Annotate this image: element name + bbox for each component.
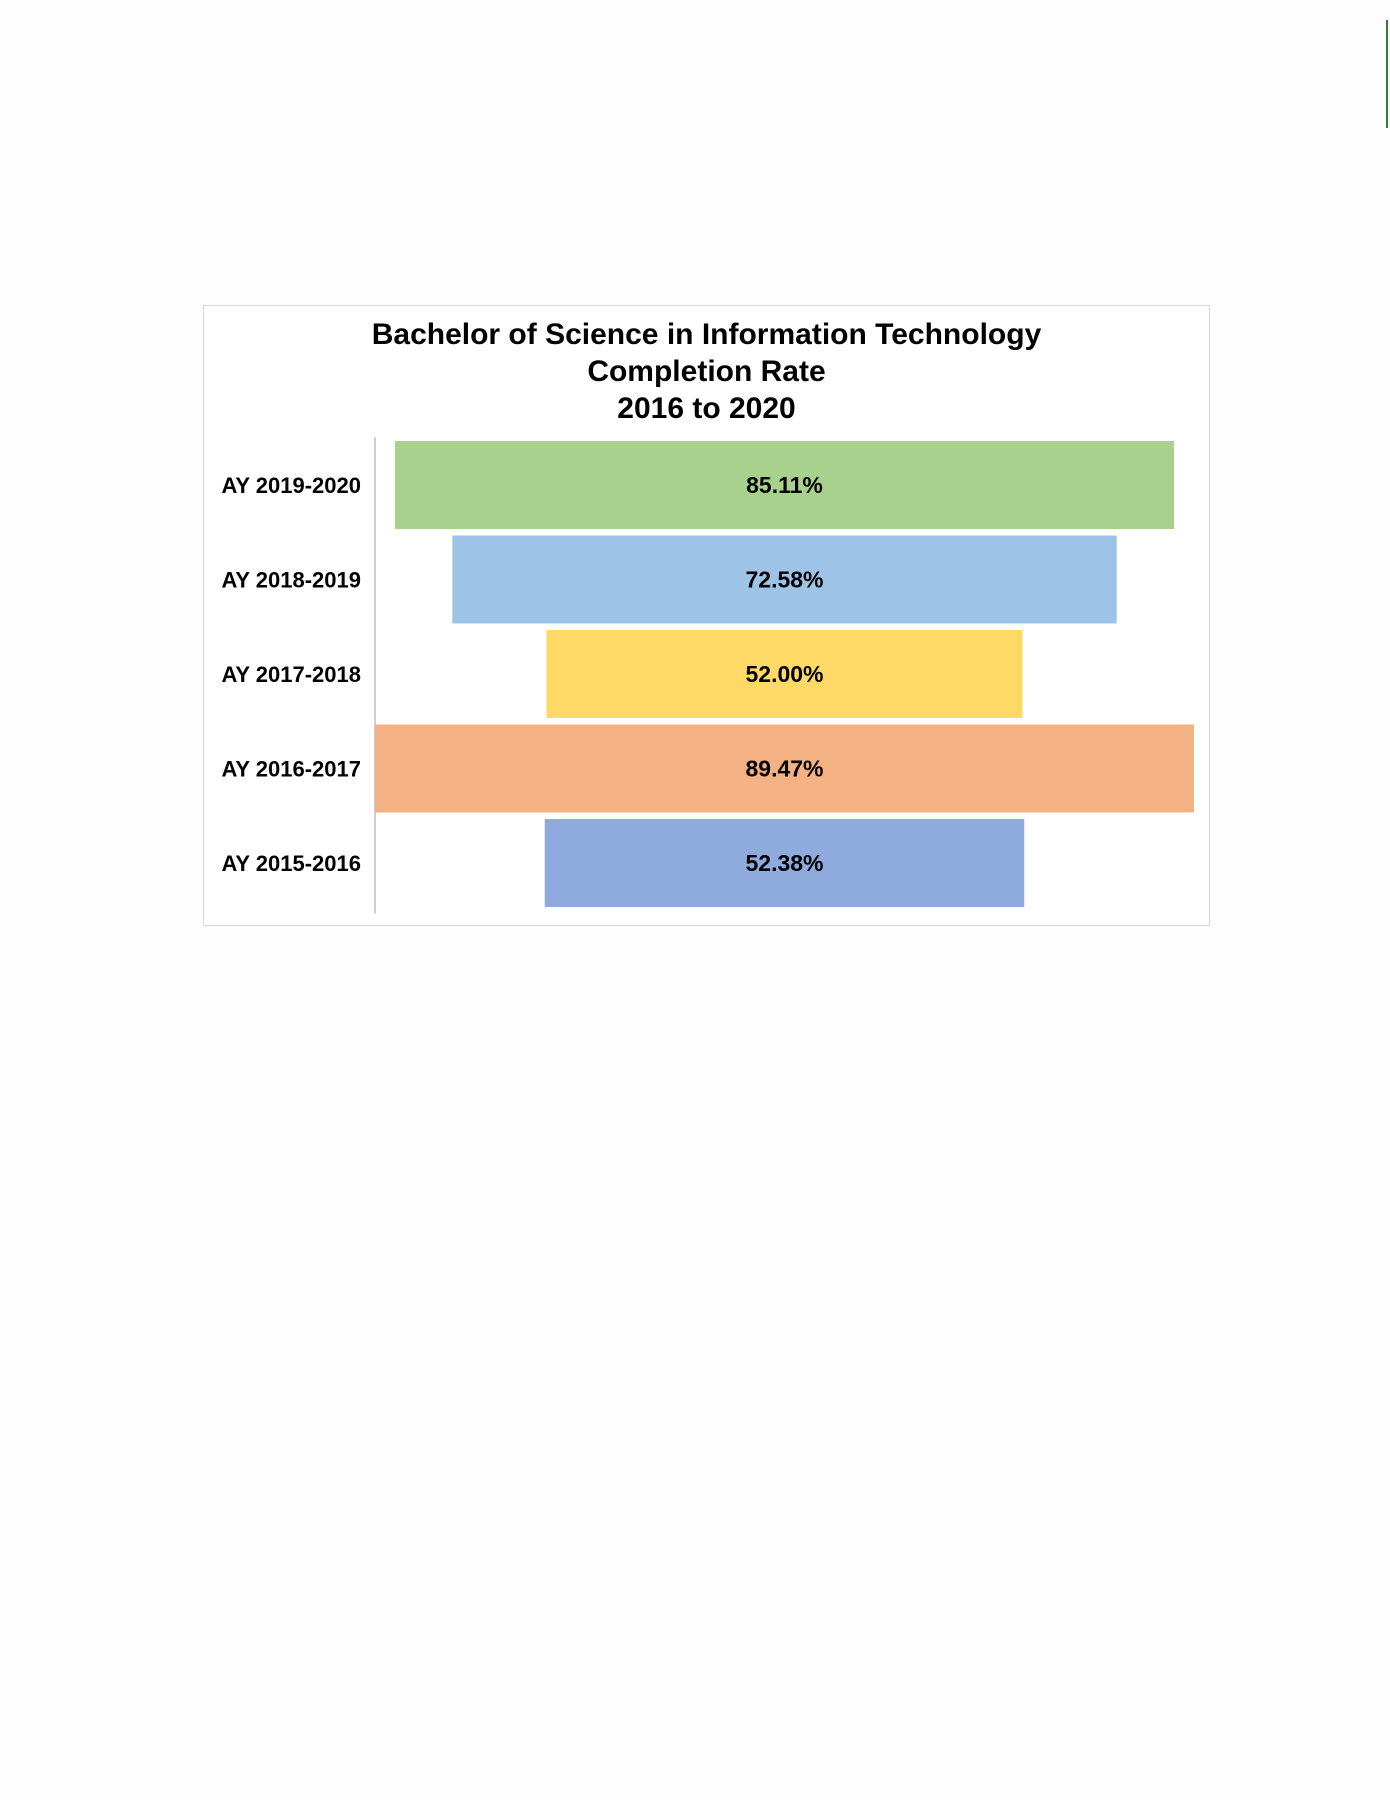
chart-title-line-3: 2016 to 2020	[617, 392, 796, 425]
category-label-4: AY 2016-2017	[222, 757, 361, 782]
category-label-3: AY 2017-2018	[222, 662, 361, 687]
page-edge-marker	[1386, 20, 1388, 128]
value-label-2: 72.58%	[745, 567, 823, 593]
chart-title-line-2: Completion Rate	[587, 355, 826, 388]
funnel-bar-5	[544, 819, 1025, 907]
funnel-bar-2	[452, 535, 1117, 624]
category-label-5: AY 2015-2016	[222, 851, 361, 876]
category-label-1: AY 2019-2020	[222, 473, 361, 498]
funnel-chart: Bachelor of Science in Information Techn…	[203, 305, 1210, 926]
funnel-bar-4	[375, 724, 1194, 813]
value-label-1: 85.11%	[746, 472, 823, 498]
category-label-2: AY 2018-2019	[222, 568, 361, 593]
chart-title-line-1: Bachelor of Science in Information Techn…	[371, 318, 1042, 351]
value-label-5: 52.38%	[745, 850, 823, 876]
chart-title: Bachelor of Science in Information Techn…	[204, 316, 1209, 427]
funnel-plot-area: 85.11% AY 2019-2020 72.58% AY 2018-2019 52.0…	[222, 437, 1194, 914]
value-label-3: 52.00%	[745, 661, 823, 687]
funnel-bar-3	[546, 630, 1023, 718]
funnel-bars	[375, 441, 1194, 907]
funnel-labels: 85.11% AY 2019-2020 72.58% AY 2018-2019 52.0…	[222, 472, 824, 876]
value-label-4: 89.47%	[745, 756, 823, 782]
funnel-bar-1	[394, 441, 1175, 529]
